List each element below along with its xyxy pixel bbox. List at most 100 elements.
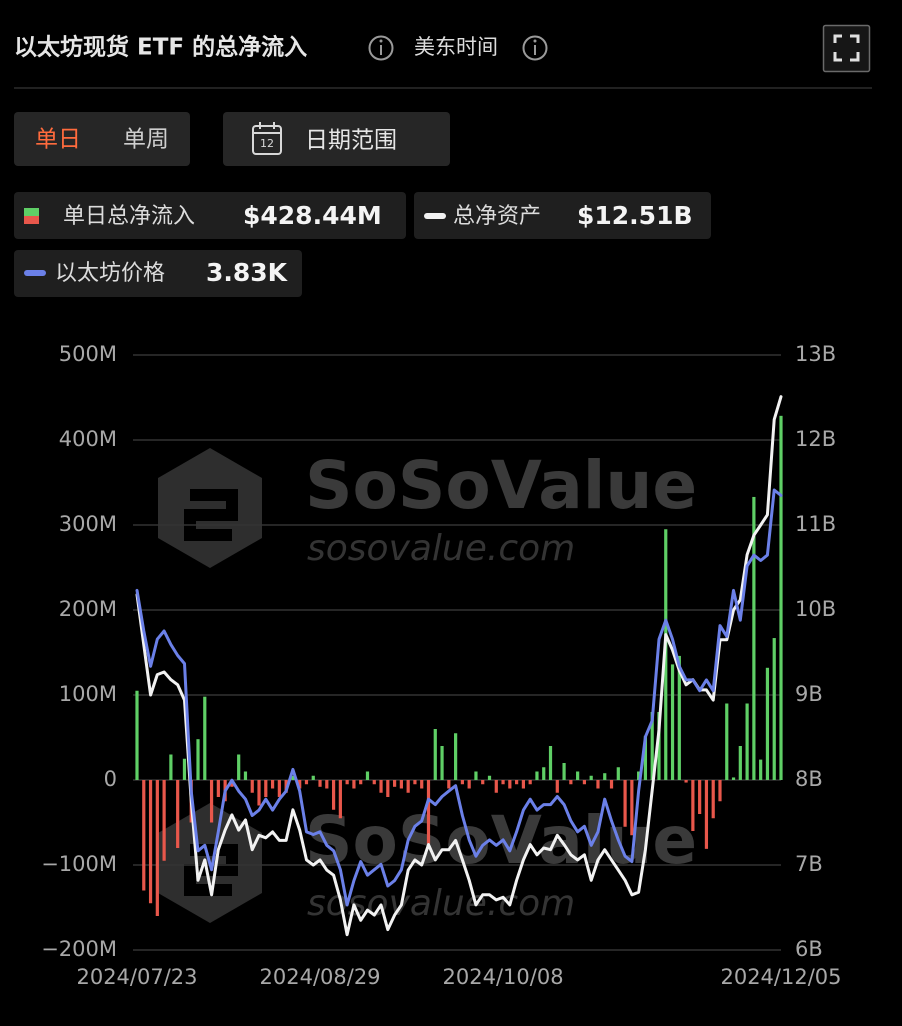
bar: [725, 703, 729, 780]
y2-tick-label: 7B: [795, 852, 823, 876]
bar: [630, 780, 634, 836]
bar: [515, 780, 519, 785]
bar: [731, 777, 736, 780]
bar: [603, 773, 607, 780]
y2-tick-label: 11B: [795, 512, 836, 536]
bar: [433, 729, 437, 780]
y-tick-label: −200M: [41, 937, 117, 961]
y2-tick-label: 9B: [795, 682, 823, 706]
legend-chip: [14, 192, 406, 239]
bar: [474, 771, 478, 780]
bar: [670, 664, 675, 780]
y-tick-label: 0: [104, 767, 117, 791]
bar: [643, 735, 648, 780]
watermark-site: sosovalue.com: [307, 528, 575, 569]
legend: 单日总净流入 $428.44M 总净资产 $12.51B 以太坊价格 3.83K: [14, 192, 711, 297]
bar: [196, 739, 200, 780]
bar: [264, 780, 268, 797]
bar: [447, 780, 451, 789]
bar: [609, 780, 614, 789]
bar: [555, 780, 559, 793]
bar: [765, 667, 770, 780]
y2-tick-label: 13B: [795, 342, 836, 366]
bar: [379, 780, 383, 793]
y2-tick-label: 8B: [795, 767, 823, 791]
bar: [542, 767, 546, 780]
bar: [243, 771, 248, 780]
bar: [508, 780, 512, 789]
y-tick-label: 300M: [59, 512, 117, 536]
tab[interactable]: 单日: [35, 127, 81, 153]
bar: [440, 746, 444, 780]
bar: [745, 703, 749, 780]
bar: [142, 780, 146, 891]
bar: [237, 754, 241, 780]
bar: [494, 780, 498, 793]
bar: [331, 780, 336, 810]
bar: [365, 771, 370, 780]
legend-icon: [24, 208, 39, 216]
bar: [481, 780, 485, 785]
bar: [325, 780, 329, 789]
bar: [298, 780, 302, 789]
bar: [548, 746, 553, 780]
bar: [277, 780, 281, 797]
x-tick-label: 2024/08/29: [260, 965, 381, 989]
watermark-logo: [184, 489, 238, 541]
tab-group: [14, 112, 190, 166]
legend-readout: $428.44M: [243, 201, 382, 230]
date-range-button[interactable]: 12 日期范围: [223, 112, 450, 166]
bar: [399, 780, 403, 789]
bar: [386, 780, 390, 797]
y2-tick-label: 10B: [795, 597, 836, 621]
bar: [596, 780, 600, 789]
legend-chip: [414, 192, 711, 239]
bar: [637, 771, 641, 780]
bar: [169, 754, 173, 780]
bar: [454, 733, 458, 780]
bar: [582, 780, 587, 785]
bar: [257, 780, 261, 806]
title: 以太坊现货 ETF 的总净流入: [14, 34, 307, 61]
bar: [270, 780, 275, 789]
y-tick-label: −100M: [41, 852, 117, 876]
tab[interactable]: 单周: [123, 127, 169, 153]
bar: [318, 780, 322, 787]
bar: [589, 775, 593, 780]
bar: [501, 780, 505, 785]
info-icon[interactable]: [368, 35, 394, 61]
legend-chip: [14, 250, 302, 297]
bar: [162, 780, 166, 861]
bar: [698, 780, 702, 814]
bar: [711, 780, 715, 819]
x-tick-label: 2024/12/05: [720, 965, 841, 989]
bar: [250, 780, 254, 793]
bar: [684, 780, 688, 783]
bar: [304, 780, 309, 785]
info-icon[interactable]: [522, 35, 548, 61]
timezone: 美东时间: [414, 35, 498, 59]
bar: [345, 780, 349, 785]
bar: [182, 758, 187, 780]
x-tick-label: 2024/10/08: [443, 965, 564, 989]
bar: [528, 780, 532, 785]
date-range-label: 日期范围: [305, 128, 397, 154]
y-tick-label: 200M: [59, 597, 117, 621]
bar: [291, 775, 295, 780]
bar: [338, 780, 342, 819]
legend-name: 以太坊价格: [55, 261, 165, 286]
bar: [650, 712, 654, 780]
bar: [359, 780, 363, 785]
bar: [623, 780, 627, 827]
fullscreen-button[interactable]: [822, 24, 871, 73]
bar: [691, 780, 695, 831]
bar: [230, 780, 234, 787]
plot: 500M 400M 300M 200M 100M 0 −100M −200M 13B 12B 11B…: [41, 342, 841, 989]
bar: [413, 780, 417, 785]
bar: [393, 780, 397, 787]
bar: [779, 415, 783, 780]
calendar-day: 12: [260, 137, 274, 150]
bar: [135, 690, 139, 780]
bar: [657, 712, 661, 780]
